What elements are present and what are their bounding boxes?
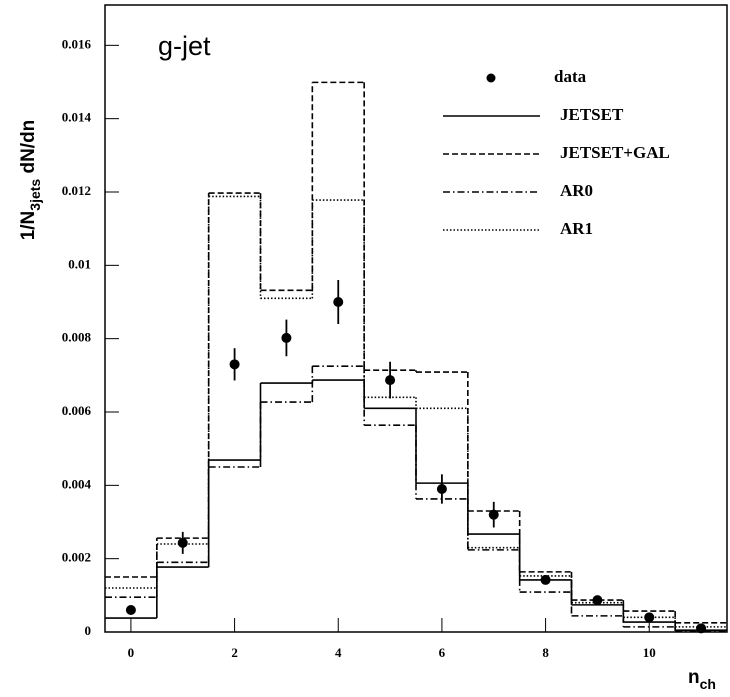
data-point (229, 359, 240, 370)
y-tick-label: 0.012 (62, 183, 91, 198)
legend-label: AR1 (560, 219, 593, 238)
y-tick-label: 0.006 (62, 403, 92, 418)
x-tick-label: 4 (335, 645, 342, 660)
y-tick-label: 0.016 (62, 36, 92, 51)
y-tick-label: 0 (85, 623, 92, 638)
legend-marker (486, 73, 496, 83)
y-label-sub: 3jets (27, 179, 43, 211)
x-tick-label: 2 (231, 645, 238, 660)
legend-label: data (554, 67, 587, 86)
x-tick-label: 8 (542, 645, 549, 660)
y-tick-label: 0.008 (62, 330, 92, 345)
legend-label: AR0 (560, 181, 593, 200)
data-point (488, 509, 499, 520)
data-point (281, 332, 292, 343)
legend-label: JETSET+GAL (560, 143, 670, 162)
y-tick-label: 0.014 (62, 110, 92, 125)
data-point (644, 612, 655, 623)
annotation: g-jet (158, 31, 211, 61)
y-tick-label: 0.01 (68, 256, 91, 271)
y-axis-label: 1/N3jets dN/dn (18, 120, 43, 241)
data-point (436, 484, 447, 494)
y-label-main: 1/N (18, 211, 39, 241)
data-point (333, 297, 344, 307)
x-tick-label: 6 (439, 645, 446, 660)
legend-label: JETSET (560, 105, 624, 124)
y-tick-label: 0.002 (62, 550, 91, 565)
x-label-sub: ch (700, 676, 716, 692)
y-label-rest: dN/dn (18, 120, 39, 179)
x-label-main: n (688, 667, 700, 688)
data-point (540, 574, 551, 585)
data-point (177, 537, 188, 548)
x-tick-label: 0 (128, 645, 135, 660)
plot-frame (104, 4, 728, 633)
y-tick-label: 0.004 (62, 476, 92, 491)
data-point (592, 595, 603, 606)
data-point (696, 623, 707, 634)
x-tick-label: 10 (643, 645, 656, 660)
data-point (385, 375, 396, 386)
data-point (125, 605, 136, 615)
x-axis-label: nch (688, 667, 716, 692)
